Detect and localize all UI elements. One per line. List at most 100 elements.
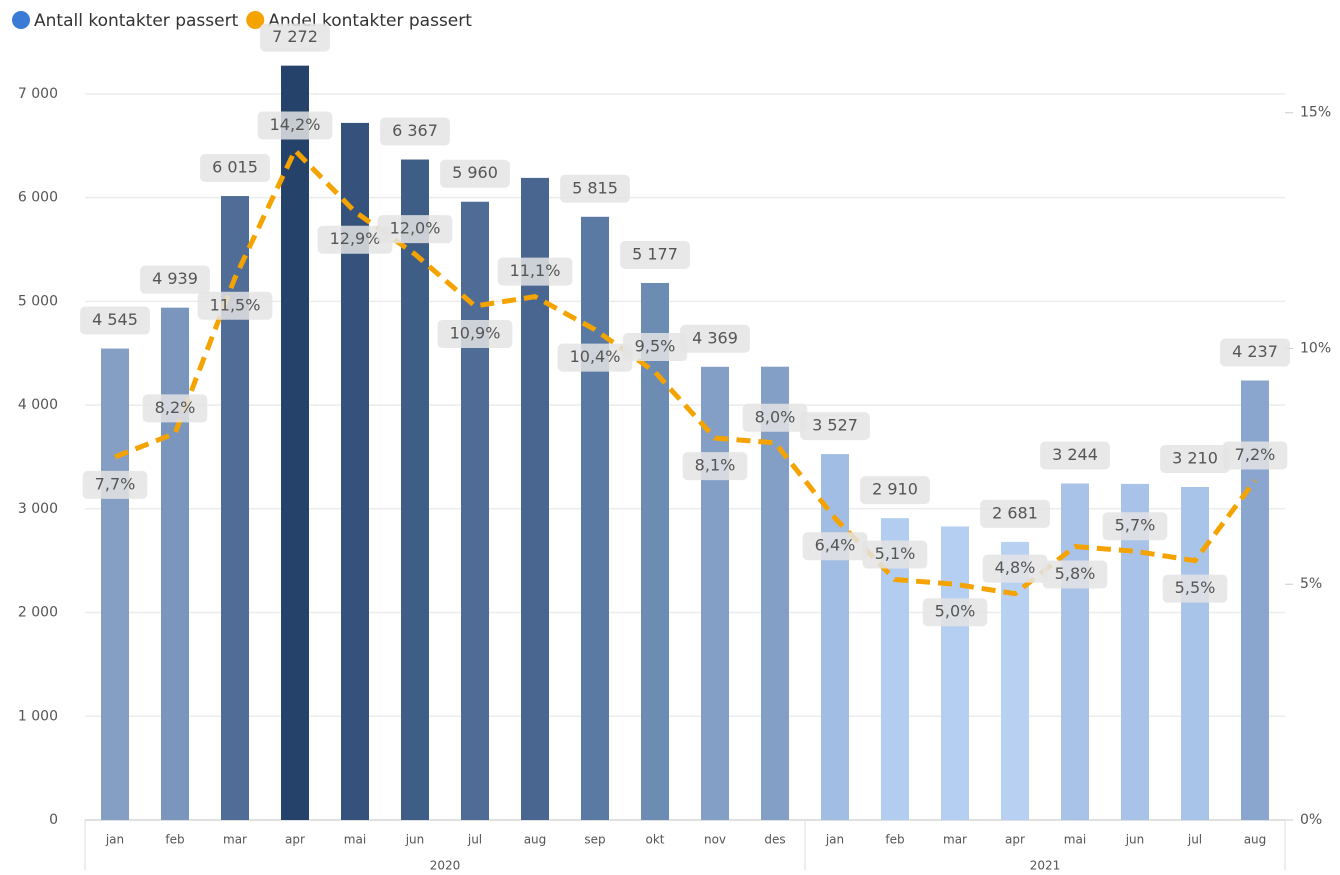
x-tick-label: okt [646, 833, 665, 847]
bar [101, 348, 129, 820]
x-tick-label: sep [584, 833, 605, 847]
data-label-bg [437, 320, 513, 349]
data-label: 12,0% [390, 219, 441, 238]
data-label-bg [1220, 338, 1290, 367]
y2-tick-label: 15% [1300, 105, 1331, 121]
data-label-bg [620, 240, 690, 269]
data-label: 4,8% [995, 558, 1036, 577]
data-label-bg [317, 225, 393, 254]
data-label: 5,5% [1175, 578, 1216, 597]
data-label-bg [860, 476, 930, 505]
x-tick-label: mar [223, 833, 247, 847]
data-label-bg [742, 403, 808, 432]
data-label-bg [1042, 560, 1108, 589]
x-tick-label: jan [825, 833, 844, 847]
data-label-bg [197, 291, 273, 320]
data-label-bg [980, 499, 1050, 528]
x-tick-label: aug [1244, 833, 1267, 847]
data-label: 5 960 [452, 163, 498, 182]
y2-tick-label: 0% [1300, 812, 1322, 828]
bar [941, 526, 969, 820]
data-label: 11,1% [510, 261, 561, 280]
data-label: 5 815 [572, 178, 618, 197]
data-label-bg [260, 23, 330, 52]
bar [761, 366, 789, 820]
data-label: 10,9% [450, 324, 501, 343]
data-label-bg [257, 111, 333, 140]
data-label: 3 527 [812, 416, 858, 435]
data-label: 6 367 [392, 121, 438, 140]
y-tick-label: 1 000 [18, 708, 58, 724]
data-label-bg [982, 554, 1048, 583]
data-label: 8,2% [155, 398, 196, 417]
data-label: 4 369 [692, 328, 738, 347]
legend-label: Antall kontakter passert [34, 11, 239, 31]
x-tick-label: jun [405, 833, 425, 847]
data-label-bg [1160, 445, 1230, 474]
data-label-bg [922, 598, 988, 627]
data-label-bg [1222, 441, 1288, 470]
data-label: 10,4% [570, 347, 621, 366]
group-label: 2021 [1030, 859, 1061, 873]
x-tick-label: des [764, 833, 785, 847]
bar [641, 282, 669, 820]
legend-swatch [12, 11, 30, 29]
data-label: 11,5% [210, 295, 261, 314]
data-label-bg [802, 532, 868, 561]
data-label-bg [200, 154, 270, 183]
x-tick-label: aug [524, 833, 547, 847]
data-label: 5,7% [1115, 516, 1156, 535]
data-label: 3 210 [1172, 449, 1218, 468]
data-label-bg [622, 333, 688, 362]
data-label: 4 939 [152, 269, 198, 288]
data-label: 7,7% [95, 474, 136, 493]
data-label: 14,2% [270, 115, 321, 134]
y-tick-label: 5 000 [18, 293, 58, 309]
bar [581, 216, 609, 821]
x-tick-label: feb [165, 833, 184, 847]
data-label-bg [557, 343, 633, 372]
legend-swatch [246, 11, 265, 29]
data-label: 8,0% [755, 407, 796, 426]
group-label: 2020 [430, 859, 461, 873]
data-label-bg [862, 540, 928, 569]
x-tick-label: jul [1187, 833, 1202, 847]
y-tick-label: 0 [49, 812, 58, 828]
data-label: 7,2% [1235, 445, 1276, 464]
bar [161, 307, 189, 820]
data-label: 2 681 [992, 503, 1038, 522]
x-tick-label: jul [467, 833, 482, 847]
data-label: 2 910 [872, 480, 918, 499]
data-label: 5,8% [1055, 564, 1096, 583]
y-tick-label: 3 000 [18, 501, 58, 517]
data-label-bg [682, 452, 748, 481]
x-tick-label: mai [1064, 833, 1086, 847]
data-label: 5,1% [875, 544, 916, 563]
data-label-bg [140, 265, 210, 294]
x-tick-label: apr [1005, 833, 1025, 847]
data-label-bg [380, 117, 450, 146]
y2-tick-label: 10% [1300, 340, 1331, 356]
bar [701, 366, 729, 820]
data-label: 7 272 [272, 27, 318, 46]
data-label-bg [680, 324, 750, 353]
line [114, 146, 1258, 597]
bar [1181, 487, 1209, 820]
x-tick-label: mai [344, 833, 366, 847]
data-label-bg [497, 257, 573, 286]
x-tick-label: jun [1125, 833, 1145, 847]
data-label: 5 177 [632, 244, 678, 263]
data-label: 12,9% [330, 229, 381, 248]
data-label-bg [560, 174, 630, 203]
x-tick-label: feb [885, 833, 904, 847]
bar [401, 159, 429, 821]
y-tick-label: 6 000 [18, 190, 58, 206]
data-label: 4 545 [92, 310, 138, 329]
y-tick-label: 2 000 [18, 605, 58, 621]
data-label-bg [377, 215, 453, 244]
data-label-bg [800, 412, 870, 441]
data-label-bg [142, 394, 208, 423]
data-label-bg [82, 470, 148, 499]
data-label: 8,1% [695, 456, 736, 475]
